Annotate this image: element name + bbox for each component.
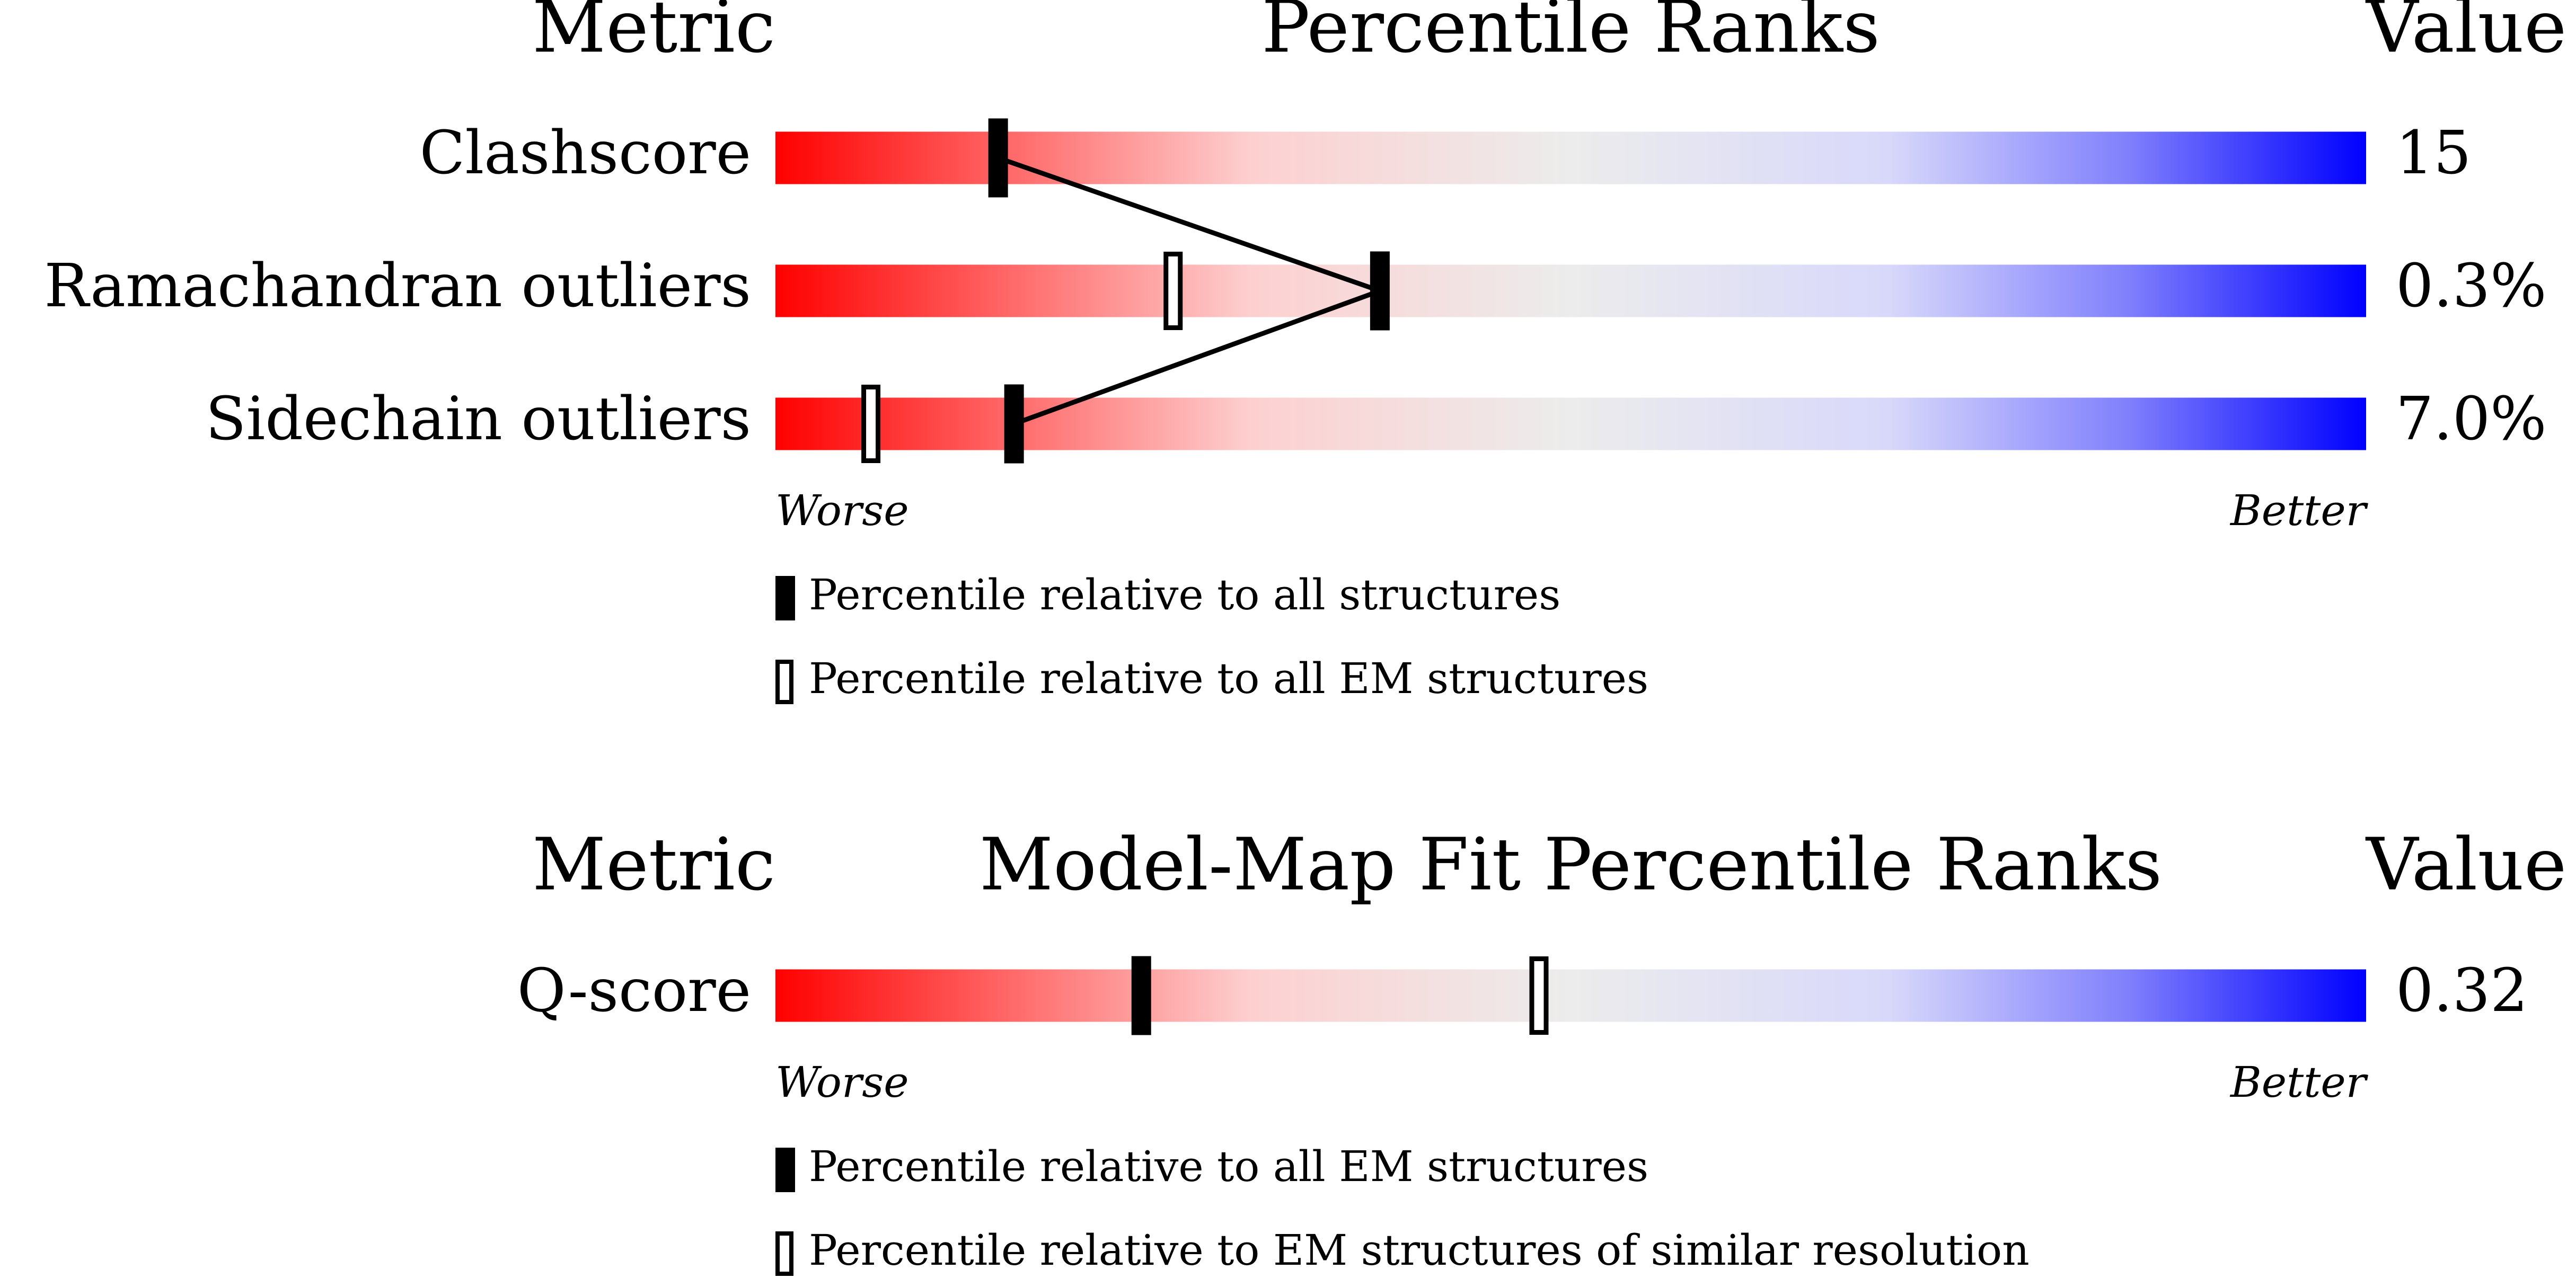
worse-label: Worse — [775, 1058, 909, 1107]
worse-label: Worse — [775, 486, 909, 535]
slider-bar — [775, 397, 2366, 450]
percentile-marker — [1370, 251, 1390, 331]
value-header: Value — [2365, 823, 2566, 907]
metric-label: Ramachandran outliers — [44, 252, 751, 321]
better-label: Better — [2229, 486, 2369, 535]
metric-label: Sidechain outliers — [206, 385, 751, 454]
metric-value: 0.32 — [2396, 956, 2528, 1025]
slider-bar — [775, 969, 2366, 1022]
percentile-marker — [1131, 956, 1151, 1035]
legend-label: Percentile relative to all EM structures — [809, 1142, 1648, 1191]
metric-header: Metric — [532, 0, 775, 69]
percentile-marker-open — [1163, 252, 1183, 330]
legend-key — [775, 576, 795, 620]
legend-key — [775, 1148, 795, 1192]
percentile-marker — [1004, 384, 1024, 464]
percentile-marker-open — [1529, 956, 1549, 1035]
legend-key — [775, 660, 793, 704]
metric-value: 0.3% — [2396, 252, 2547, 321]
legend-label: Percentile relative to EM structures of … — [809, 1226, 2030, 1275]
percentile-marker — [988, 118, 1008, 198]
slider-bar — [775, 131, 2366, 184]
legend-label: Percentile relative to all structures — [809, 570, 1560, 619]
value-header: Value — [2365, 0, 2566, 69]
metric-label: Q-score — [517, 956, 751, 1025]
metric-value: 7.0% — [2396, 385, 2547, 454]
percentile-marker-open — [861, 385, 881, 463]
legend-key — [775, 1231, 793, 1276]
legend-label: Percentile relative to all EM structures — [809, 654, 1648, 703]
slider-bar — [775, 264, 2366, 317]
chart-title: Percentile Ranks — [1261, 0, 1880, 69]
metric-label: Clashscore — [420, 119, 751, 188]
metric-header: Metric — [532, 823, 775, 907]
metric-value: 15 — [2396, 119, 2472, 188]
better-label: Better — [2229, 1058, 2369, 1107]
chart-title: Model-Map Fit Percentile Ranks — [980, 823, 2162, 907]
